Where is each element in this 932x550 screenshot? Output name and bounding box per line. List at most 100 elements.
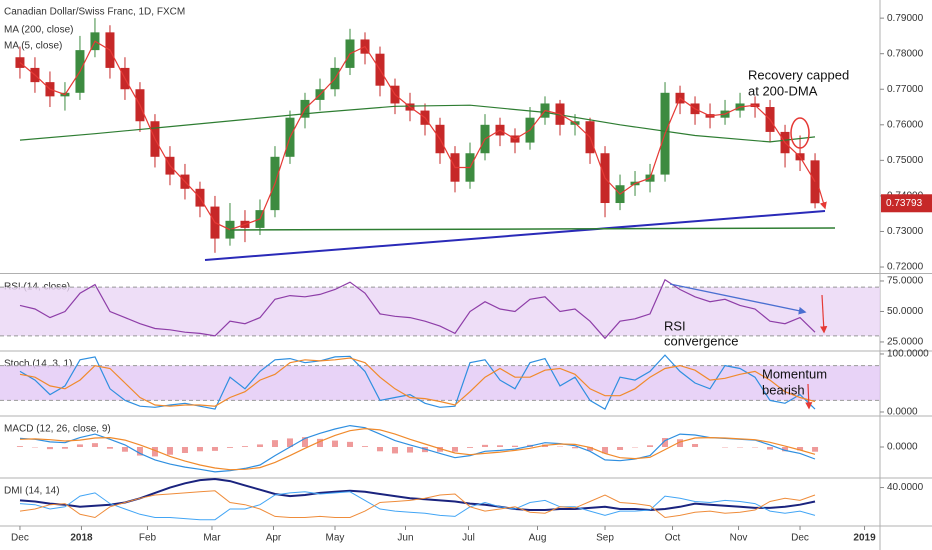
- histogram-bar: [437, 447, 443, 452]
- highlight-circle: [790, 117, 810, 149]
- series-line: [19, 427, 816, 471]
- histogram-bar: [241, 446, 248, 447]
- y-tick-label: 100.0000: [887, 349, 929, 360]
- annotation: Momentum: [762, 366, 827, 381]
- annotation: Recovery capped: [748, 67, 849, 82]
- histogram-bar: [812, 447, 819, 452]
- histogram-bar: [767, 447, 774, 450]
- histogram-bar: [677, 439, 684, 447]
- histogram-bar: [271, 440, 278, 447]
- series-line: [19, 278, 816, 340]
- pane-title: Canadian Dollar/Swiss Franc, 1D, FXCM: [4, 7, 185, 18]
- histogram-bar: [121, 447, 128, 452]
- x-tick-label: Mar: [203, 533, 221, 544]
- histogram-bar: [512, 445, 519, 447]
- legend-entry: MA (200, close): [4, 25, 73, 36]
- histogram-bar: [331, 440, 338, 447]
- histogram-bar: [181, 447, 188, 453]
- series-line: [19, 490, 816, 519]
- histogram-bar: [452, 447, 459, 452]
- y-tick-label: 50.0000: [887, 306, 924, 317]
- x-tick-label: Jun: [397, 533, 413, 544]
- y-tick-label: 0.79000: [887, 13, 924, 24]
- drawings: Recovery capped at 200-DMA RSI convergen…: [204, 67, 849, 410]
- last-price-box: [881, 194, 932, 213]
- legend-entry: MA (5, close): [4, 41, 62, 52]
- y-tick-label: 25.0000: [887, 337, 924, 348]
- y-tick-label: 75.0000: [887, 276, 924, 287]
- support-trendline: [204, 210, 826, 261]
- series-line: [19, 477, 816, 512]
- histogram-bar: [46, 447, 53, 450]
- y-tick-label: 0.73000: [887, 226, 924, 237]
- histogram-bar: [782, 447, 789, 452]
- histogram-bar: [647, 445, 654, 447]
- series-line: [19, 354, 816, 410]
- x-tick-label: May: [326, 533, 345, 544]
- y-tick-label: 0.0000: [887, 407, 918, 418]
- series-line: [19, 424, 816, 473]
- histogram-bar: [406, 447, 413, 453]
- histogram-bar: [286, 438, 293, 447]
- annotation: RSI: [664, 318, 686, 333]
- y-tick-label: 0.75000: [887, 155, 924, 166]
- histogram-bar: [692, 444, 699, 447]
- histogram-bar: [482, 444, 489, 447]
- histogram-bar: [196, 447, 203, 452]
- series-line: [19, 104, 816, 143]
- down-arrow: [820, 294, 828, 334]
- x-tick-label: Jul: [462, 533, 475, 544]
- pane-title: MACD (12, 26, close, 9): [4, 424, 111, 435]
- x-tick-label: Dec: [11, 533, 29, 544]
- series-line: [19, 357, 816, 407]
- histogram-bar: [106, 447, 113, 449]
- series-line: [19, 491, 816, 521]
- histogram-bar: [76, 444, 83, 447]
- histogram-bar: [211, 447, 218, 451]
- histogram-bar: [16, 446, 23, 447]
- histogram-bar: [61, 447, 68, 449]
- y-tick-label: 40.0000: [887, 482, 924, 493]
- down-arrow: [805, 383, 813, 410]
- x-tick-label: Apr: [266, 533, 282, 544]
- rsi-trend-arrow: [669, 283, 807, 315]
- y-tick-label: 0.0000: [887, 442, 918, 453]
- annotation: convergence: [664, 333, 738, 348]
- histogram-bar: [376, 447, 383, 452]
- histogram-bar: [166, 447, 173, 455]
- histogram-bar: [301, 437, 308, 447]
- histogram-bar: [587, 447, 594, 451]
- histogram-bar: [602, 447, 609, 454]
- candle-body: [15, 57, 25, 68]
- annotation: at 200-DMA: [748, 83, 818, 98]
- band: [0, 365, 880, 401]
- histogram-bar: [256, 444, 263, 447]
- x-tick-label: Dec: [791, 533, 809, 544]
- pane-title: Stoch (14, 3, 1): [4, 359, 72, 370]
- annotation: bearish: [762, 382, 805, 397]
- x-tick-label: 2019: [853, 533, 876, 544]
- down-arrow: [818, 187, 827, 210]
- y-tick-label: 0.72000: [887, 262, 924, 273]
- last-price-label: 0.73793: [886, 198, 923, 209]
- y-tick-label: 0.78000: [887, 48, 924, 59]
- histogram-bar: [91, 443, 98, 447]
- x-tick-label: Oct: [665, 533, 681, 544]
- histogram-bar: [662, 438, 669, 447]
- support-line: [229, 227, 836, 231]
- candle-body: [810, 160, 820, 204]
- x-tick-label: Feb: [139, 533, 157, 544]
- series-line: [19, 40, 816, 231]
- histogram-bar: [316, 438, 323, 447]
- histogram-bar: [346, 441, 353, 447]
- histogram-bar: [151, 447, 158, 457]
- histogram-bar: [136, 447, 143, 456]
- histogram-bar: [226, 447, 233, 448]
- pane-title: DMI (14, 14): [4, 486, 60, 497]
- histogram-bar: [391, 447, 398, 454]
- x-tick-label: Sep: [596, 533, 614, 544]
- x-tick-label: Aug: [529, 533, 547, 544]
- histogram-bar: [361, 446, 368, 447]
